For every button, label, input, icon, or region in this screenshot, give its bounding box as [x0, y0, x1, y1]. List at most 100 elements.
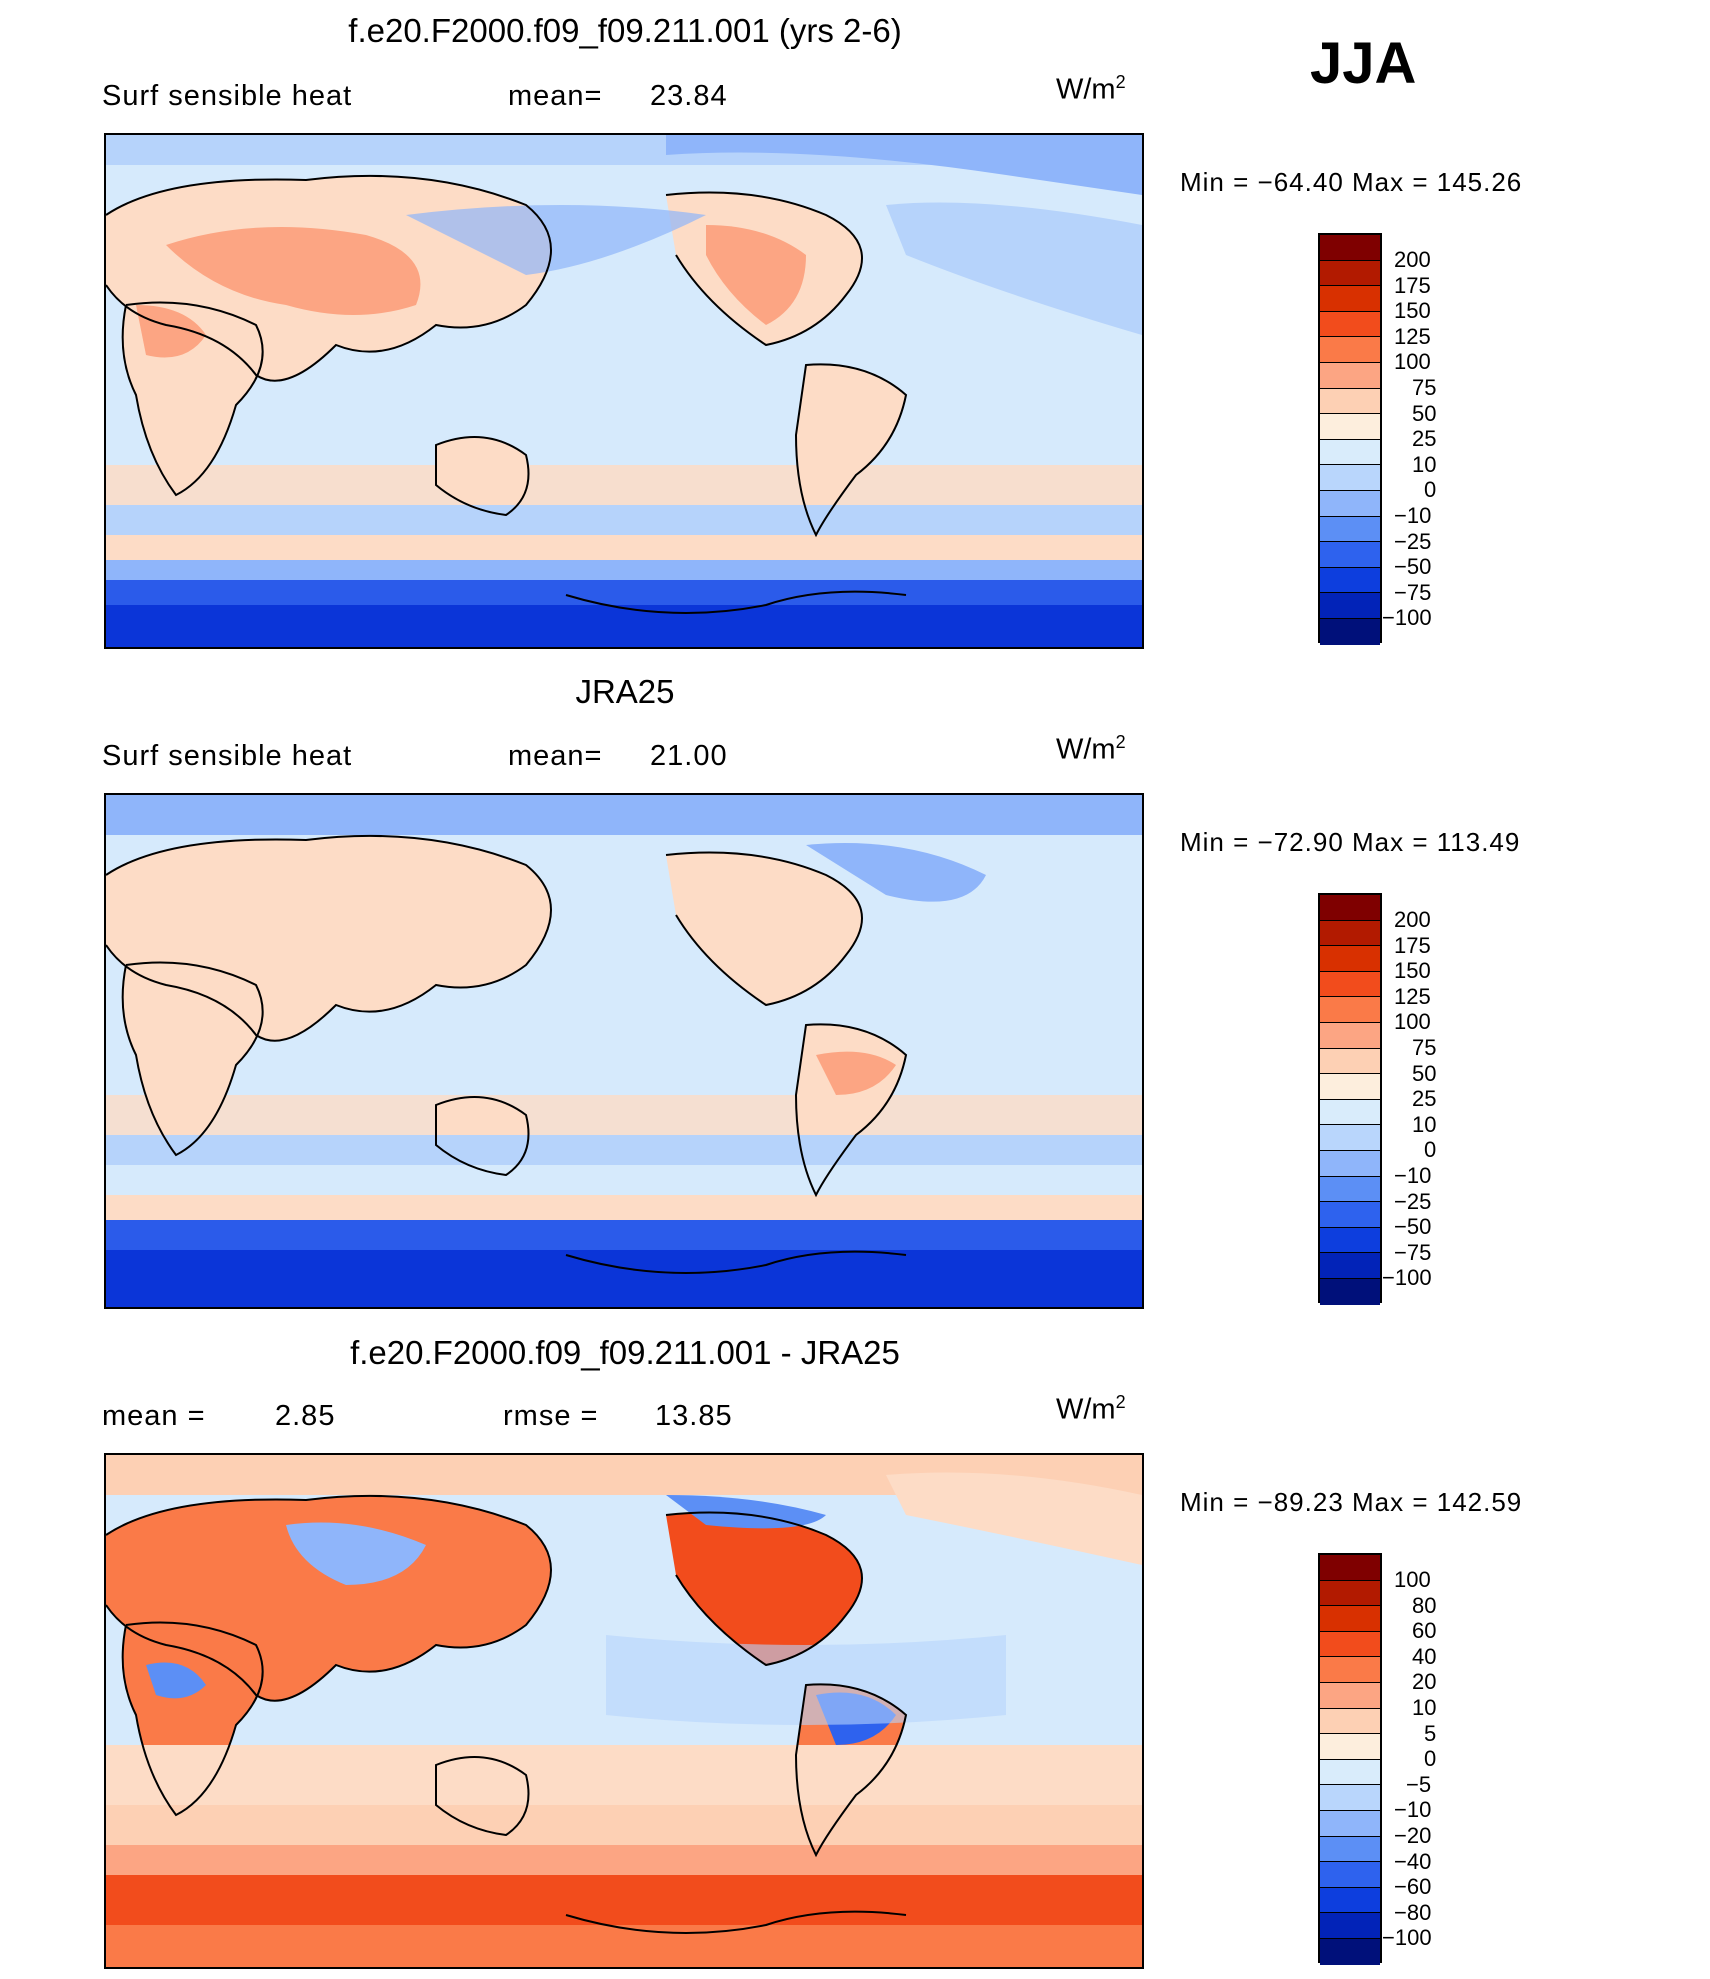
colorbar-swatch [1320, 1785, 1380, 1811]
colorbar-label: −50 [1394, 554, 1432, 580]
colorbar-label: −10 [1394, 1797, 1432, 1823]
colorbar-swatch [1320, 1734, 1380, 1760]
colorbar-swatch [1320, 1074, 1380, 1100]
colorbar-swatch [1320, 388, 1380, 415]
colorbar-label: −25 [1394, 528, 1432, 554]
colorbar-label: 100 [1394, 349, 1431, 375]
colorbar-swatch [1320, 1631, 1380, 1658]
colorbar-label: 175 [1394, 272, 1431, 298]
colorbar-swatch [1320, 971, 1380, 998]
colorbar-label: 150 [1394, 958, 1431, 984]
colorbar-swatch [1320, 1938, 1380, 1965]
colorbar-label: 0 [1424, 1137, 1437, 1163]
colorbar-swatch [1320, 414, 1380, 440]
colorbar-swatch [1320, 1202, 1380, 1228]
panel2-mean-label: mean= [508, 740, 603, 772]
colorbar-swatch [1320, 1810, 1380, 1837]
colorbar-label: 75 [1412, 375, 1437, 400]
colorbar-label: 40 [1412, 1643, 1437, 1669]
colorbar-label: 125 [1394, 323, 1431, 349]
colorbar-label: −5 [1406, 1771, 1432, 1797]
colorbar-label: 10 [1412, 451, 1437, 477]
colorbar-label: 80 [1412, 1592, 1437, 1618]
colorbar-label: 125 [1394, 983, 1431, 1009]
panel3-minmax: Min = −89.23 Max = 142.59 [1180, 1487, 1523, 1517]
colorbar-swatch [1320, 1125, 1380, 1151]
colorbar-label: −60 [1394, 1874, 1432, 1900]
colorbar-label: −40 [1394, 1848, 1432, 1874]
colorbar-swatch [1320, 1708, 1380, 1735]
colorbar-swatch [1320, 1176, 1380, 1203]
colorbar-swatch [1320, 1048, 1380, 1075]
colorbar-label: 200 [1394, 247, 1431, 272]
colorbar-label: 50 [1412, 400, 1437, 426]
colorbar-label: 20 [1412, 1669, 1437, 1695]
panel2-minmax: Min = −72.90 Max = 113.49 [1180, 827, 1521, 857]
panel3-colorbar [1318, 1553, 1382, 1965]
panel3-title: f.e20.F2000.f09_f09.211.001 - JRA25 [350, 1334, 900, 1371]
colorbar-swatch [1320, 946, 1380, 972]
colorbar-swatch [1320, 490, 1380, 517]
colorbar-swatch [1320, 920, 1380, 947]
panel2-title: JRA25 [575, 673, 675, 710]
panel2-map [104, 793, 1144, 1309]
colorbar-swatch [1320, 1606, 1380, 1632]
colorbar-label: 175 [1394, 932, 1431, 958]
colorbar-swatch [1320, 1657, 1380, 1683]
panel3-units: W/m2 [1056, 1392, 1126, 1426]
panel1-colorbar [1318, 233, 1382, 645]
colorbar-label: 25 [1412, 426, 1437, 452]
panel2-variable-label: Surf sensible heat [102, 740, 353, 772]
panel1-mean-value: 23.84 [650, 80, 728, 112]
colorbar-swatch [1320, 1913, 1380, 1939]
panel2-map-field [106, 795, 1142, 1307]
colorbar-swatch [1320, 1682, 1380, 1709]
colorbar-swatch [1320, 362, 1380, 389]
colorbar-swatch [1320, 1862, 1380, 1888]
panel3-map-field [106, 1455, 1142, 1967]
colorbar-swatch [1320, 1759, 1380, 1786]
colorbar-swatch [1320, 1099, 1380, 1126]
colorbar-swatch [1320, 1555, 1380, 1581]
colorbar-label: 200 [1394, 907, 1431, 932]
colorbar-swatch [1320, 618, 1380, 645]
colorbar-swatch [1320, 895, 1380, 921]
colorbar-label: 60 [1412, 1618, 1437, 1644]
colorbar-label: 75 [1412, 1035, 1437, 1060]
colorbar-label: 10 [1412, 1111, 1437, 1137]
colorbar-label: −75 [1394, 579, 1432, 605]
colorbar-swatch [1320, 1278, 1380, 1305]
colorbar-swatch [1320, 567, 1380, 594]
colorbar-swatch [1320, 235, 1380, 261]
panel1-variable-label: Surf sensible heat [102, 80, 353, 112]
colorbar-label: −25 [1394, 1188, 1432, 1214]
panel1-map [104, 133, 1144, 649]
panel3-mean-label: mean = [102, 1400, 206, 1432]
colorbar-label: 25 [1412, 1086, 1437, 1112]
colorbar-swatch [1320, 1580, 1380, 1607]
colorbar-swatch [1320, 1887, 1380, 1914]
colorbar-label: −100 [1382, 1925, 1432, 1951]
panel2-mean-value: 21.00 [650, 740, 728, 772]
colorbar-swatch [1320, 260, 1380, 287]
colorbar-label: 0 [1424, 1746, 1437, 1772]
colorbar-label: −100 [1382, 1265, 1432, 1291]
colorbar-swatch [1320, 337, 1380, 363]
colorbar-swatch [1320, 1227, 1380, 1254]
colorbar-swatch [1320, 1022, 1380, 1049]
colorbar-swatch [1320, 1836, 1380, 1863]
colorbar-swatch [1320, 516, 1380, 543]
colorbar-label: 5 [1424, 1720, 1437, 1746]
colorbar-label: −10 [1394, 503, 1432, 528]
season-label: JJA [1310, 31, 1417, 96]
colorbar-swatch [1320, 593, 1380, 619]
colorbar-label: −10 [1394, 1163, 1432, 1188]
colorbar-swatch [1320, 465, 1380, 491]
colorbar-label: 50 [1412, 1060, 1437, 1086]
colorbar-label: 100 [1394, 1567, 1431, 1592]
panel3-rmse-value: 13.85 [655, 1400, 733, 1432]
colorbar-label: 100 [1394, 1009, 1431, 1035]
panel1-units: W/m2 [1056, 72, 1126, 106]
panel1-map-field [106, 135, 1142, 647]
panel1-mean-label: mean= [508, 80, 603, 112]
